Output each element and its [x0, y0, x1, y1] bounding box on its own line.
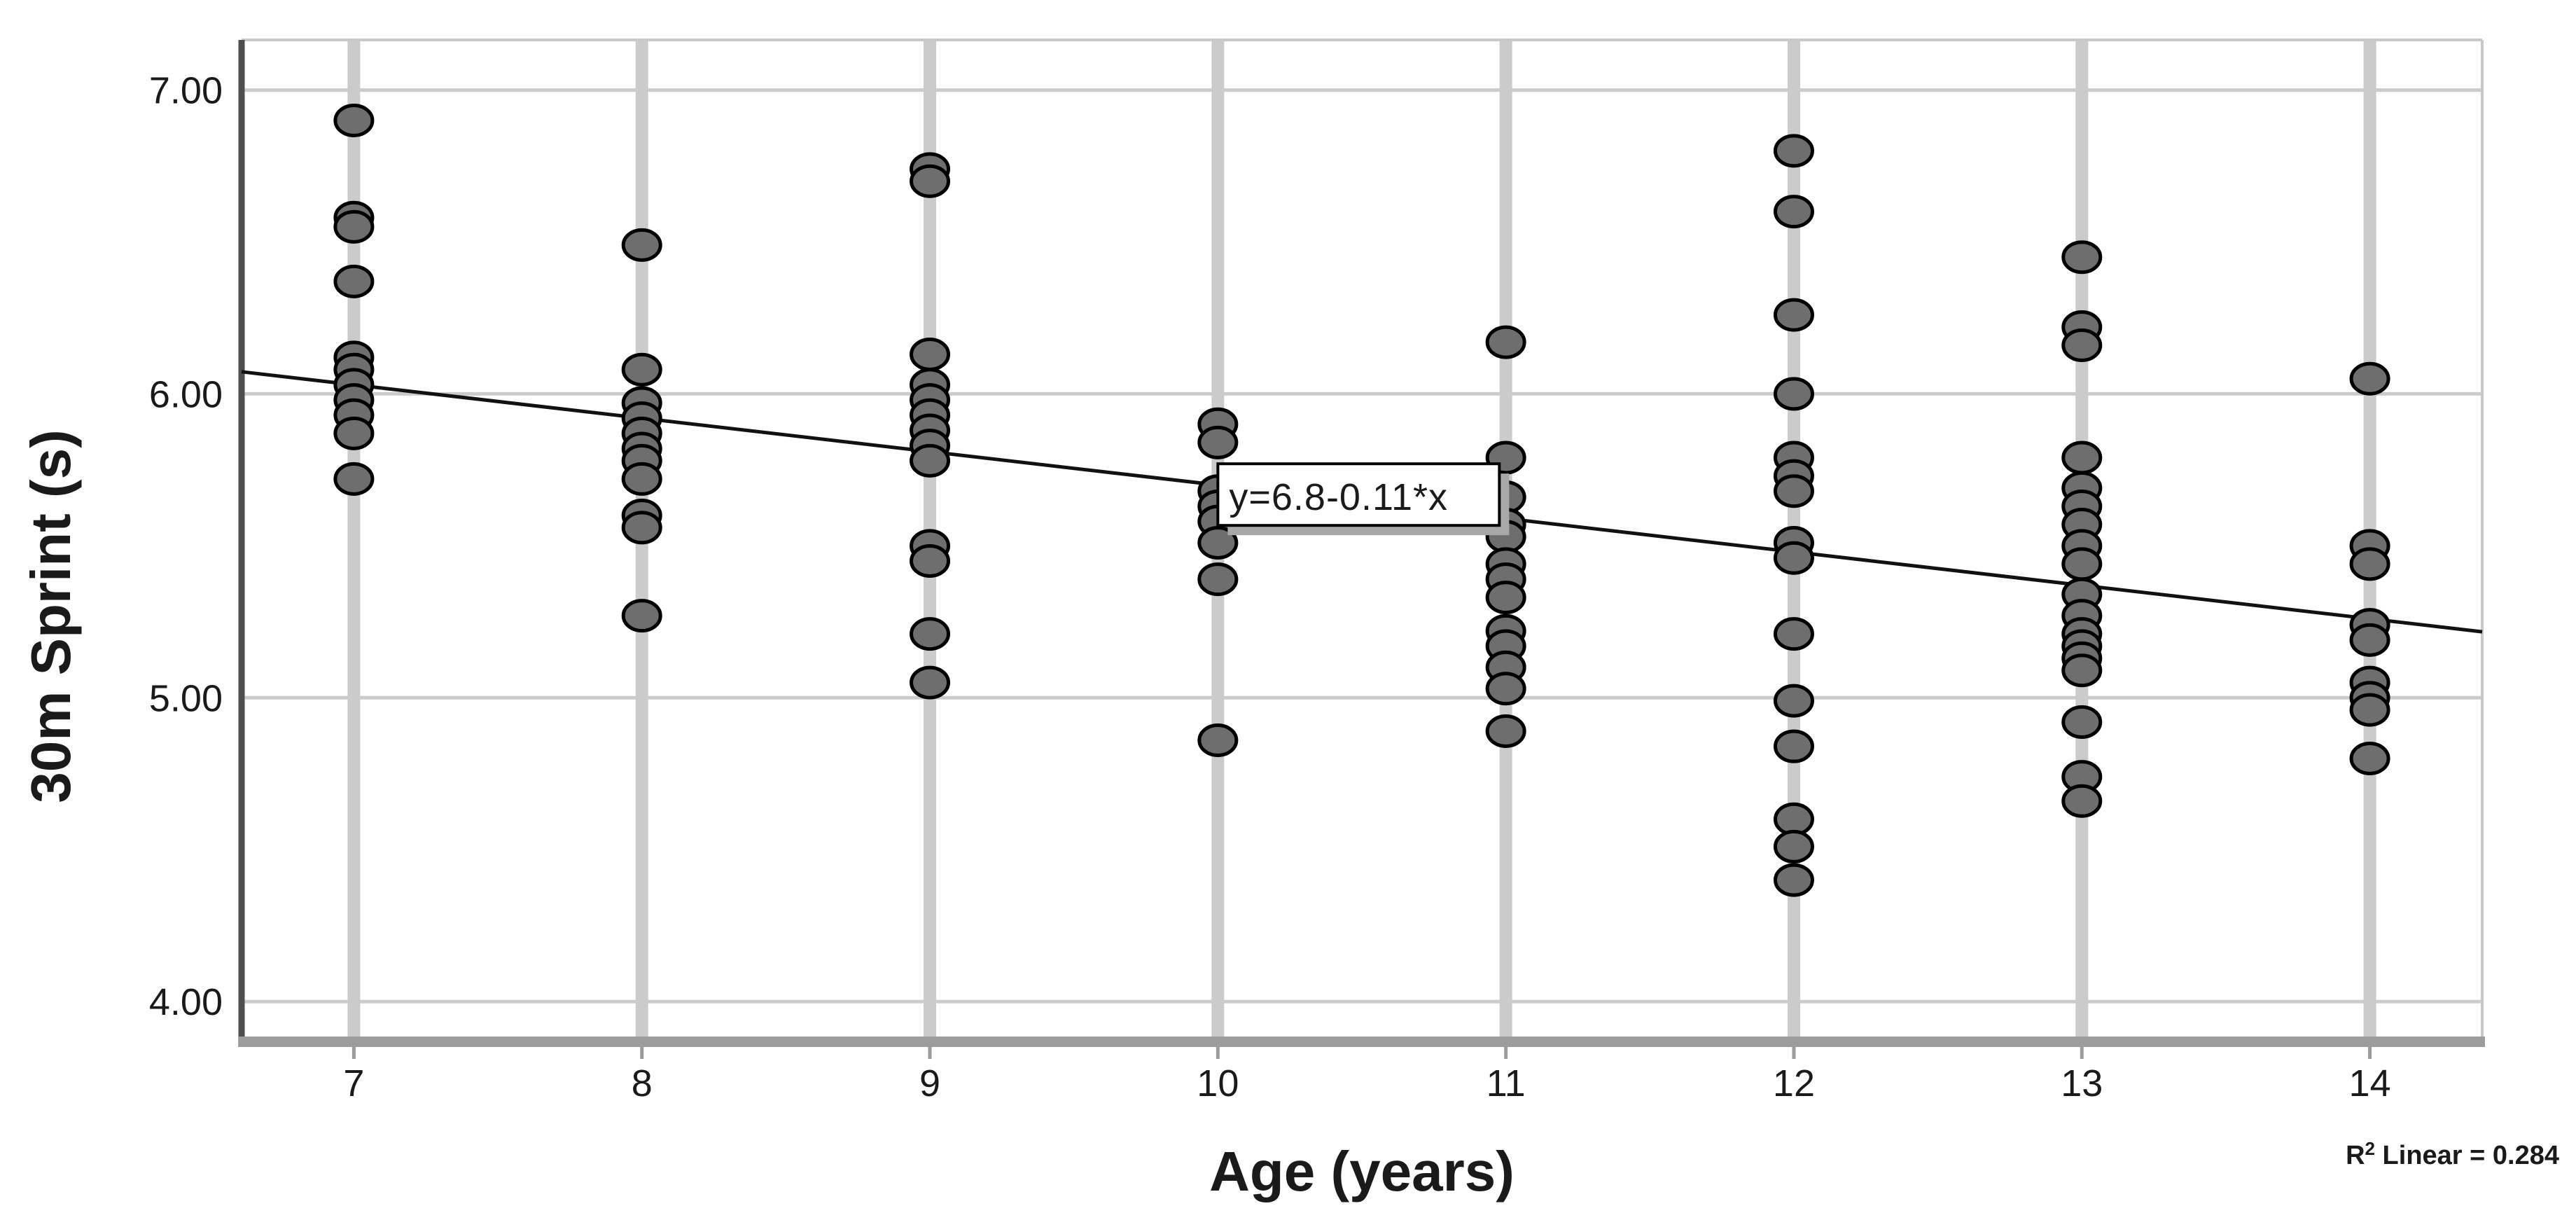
data-point	[1773, 684, 1814, 718]
data-point	[2061, 328, 2103, 363]
x-tick-label: 7	[343, 1062, 364, 1104]
data-point	[1485, 672, 1526, 706]
data-point	[1773, 541, 1814, 575]
data-point	[2349, 623, 2390, 657]
data-point	[2061, 547, 2103, 581]
data-point	[2061, 705, 2103, 739]
x-tick-label: 8	[632, 1062, 653, 1104]
x-axis-line	[239, 1037, 2485, 1047]
data-point	[2349, 742, 2390, 776]
data-point	[333, 103, 375, 137]
data-point	[910, 617, 951, 651]
data-point	[1485, 714, 1526, 748]
data-point	[621, 462, 662, 496]
data-point	[2061, 240, 2103, 275]
x-tick-label: 14	[2349, 1062, 2391, 1104]
data-point	[2349, 693, 2390, 727]
data-point	[333, 416, 375, 450]
data-point	[2349, 361, 2390, 396]
x-tick-label: 12	[1773, 1062, 1815, 1104]
data-point	[621, 599, 662, 633]
data-point	[2061, 784, 2103, 818]
data-point	[910, 665, 951, 700]
data-point	[2061, 441, 2103, 475]
data-point	[1773, 729, 1814, 763]
data-point	[910, 164, 951, 198]
data-point	[1197, 723, 1239, 758]
data-point	[621, 228, 662, 262]
data-point	[1773, 829, 1814, 864]
data-point	[333, 462, 375, 496]
data-point	[1773, 134, 1814, 168]
equation-label: y=6.8-0.11*x	[1229, 476, 1448, 518]
data-point	[621, 511, 662, 545]
data-point	[910, 443, 951, 478]
data-point	[910, 338, 951, 372]
data-point	[1773, 617, 1814, 651]
equation-box	[1216, 462, 1501, 527]
data-point	[333, 264, 375, 298]
data-point	[1485, 325, 1526, 359]
data-point	[1773, 863, 1814, 897]
y-axis-title: 30m Sprint (s)	[20, 429, 82, 803]
data-point	[1773, 474, 1814, 508]
x-tick-label: 10	[1197, 1062, 1239, 1104]
x-tick-label: 11	[1487, 1062, 1526, 1104]
data-point	[333, 209, 375, 244]
data-point	[1773, 377, 1814, 411]
r-squared-label: R2 Linear = 0.284	[2346, 1138, 2559, 1170]
data-point	[910, 544, 951, 578]
data-point	[1197, 425, 1239, 459]
y-tick-label: 7.00	[149, 70, 223, 112]
y-tick-label: 5.00	[149, 677, 223, 719]
x-axis-title: Age (years)	[1209, 1140, 1515, 1202]
data-point	[1197, 562, 1239, 597]
data-point	[1485, 581, 1526, 615]
data-point	[621, 352, 662, 387]
data-point	[1773, 298, 1814, 332]
data-point	[1197, 526, 1239, 560]
y-tick-label: 6.00	[149, 373, 223, 415]
x-tick-label: 13	[2061, 1062, 2103, 1104]
y-tick-label: 4.00	[149, 981, 223, 1023]
data-point	[2061, 653, 2103, 688]
data-point	[1773, 195, 1814, 229]
data-point	[2349, 547, 2390, 581]
x-tick-label: 9	[919, 1062, 940, 1104]
